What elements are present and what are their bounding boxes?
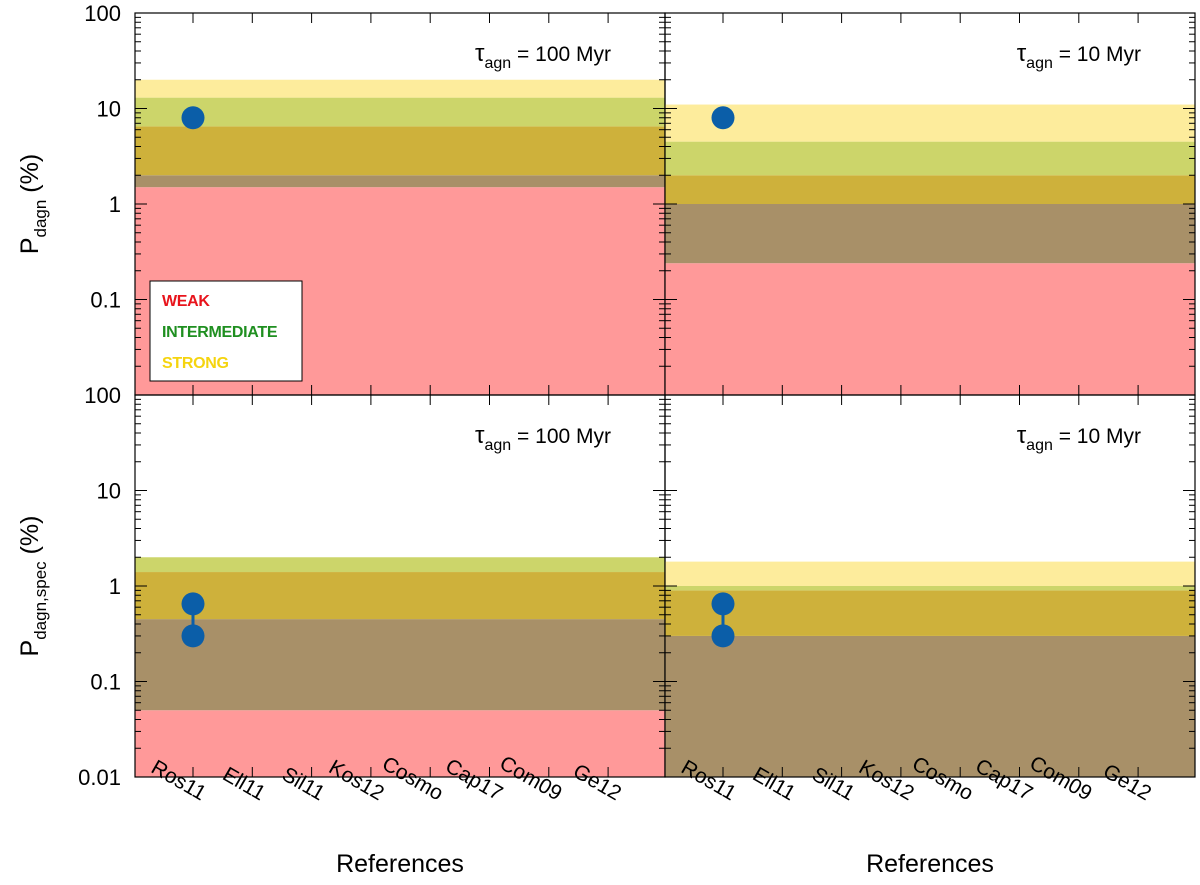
data-point xyxy=(181,624,205,648)
band-intermediate_over_weak xyxy=(665,204,1195,264)
y-ticks xyxy=(135,12,665,396)
band-intermediate xyxy=(135,97,665,127)
data-point xyxy=(181,592,205,616)
y-tick-label: 0.1 xyxy=(90,670,121,695)
y-tick-label: 1 xyxy=(109,192,121,217)
panel-top-left: 0.1 1 10 100 Pdagn (%) τagn = 100 Myr WEAK INTE… xyxy=(16,1,666,396)
band-intermediate xyxy=(135,557,665,573)
band-strong_over_intermediate xyxy=(665,175,1195,204)
y-tick-label: 10 xyxy=(97,97,121,122)
y-ticks xyxy=(135,394,665,778)
y-tick-label: 1 xyxy=(109,574,121,599)
tau-annotation: τagn = 10 Myr xyxy=(1017,422,1141,454)
y-tick-label: 100 xyxy=(84,383,121,408)
panel-border xyxy=(664,394,1196,778)
band-intermediate xyxy=(665,141,1195,176)
band-strong_over_intermediate xyxy=(135,126,665,176)
tau-annotation: τagn = 10 Myr xyxy=(1017,40,1141,72)
panel-top-right: τagn = 10 Myr xyxy=(664,12,1196,396)
legend-entry-strong: STRONG xyxy=(162,355,229,372)
legend-entry-intermediate: INTERMEDIATE xyxy=(162,324,278,341)
band-intermediate_over_weak xyxy=(135,619,665,711)
band-intermediate_over_weak xyxy=(665,635,1195,777)
data-point xyxy=(711,624,735,648)
y-tick-label: 10 xyxy=(97,479,121,504)
tau-annotation: τagn = 100 Myr xyxy=(475,40,611,72)
legend-entry-weak: WEAK xyxy=(162,293,210,310)
x-axis-title: References xyxy=(866,850,994,878)
y-axis-title: Pdagn,spec (%) xyxy=(16,516,50,657)
band-weak xyxy=(665,263,1195,395)
band-strong xyxy=(665,104,1195,142)
band-strong xyxy=(665,561,1195,586)
band-weak xyxy=(135,710,665,777)
band-strong_over_intermediate xyxy=(135,572,665,620)
y-axis-title: Pdagn (%) xyxy=(16,154,50,254)
panel-bottom-left: 0.01 0.1 1 10 100 Pdagn,spec (%) τagn = 100 My… xyxy=(16,383,666,878)
y-tick-label: 0.1 xyxy=(90,288,121,313)
band-intermediate_over_weak xyxy=(135,175,665,188)
band-intermediate xyxy=(665,586,1195,591)
y-tick-label: 0.01 xyxy=(78,765,121,790)
legend: WEAK INTERMEDIATE STRONG xyxy=(149,280,303,382)
tau-annotation: τagn = 100 Myr xyxy=(475,422,611,454)
data-point xyxy=(711,106,735,130)
data-point xyxy=(181,106,205,130)
band-strong xyxy=(135,79,665,98)
y-tick-label: 100 xyxy=(84,1,121,26)
legend-box xyxy=(149,280,303,382)
x-axis-title: References xyxy=(336,850,464,878)
band-strong_over_intermediate xyxy=(665,590,1195,636)
data-point xyxy=(711,592,735,616)
